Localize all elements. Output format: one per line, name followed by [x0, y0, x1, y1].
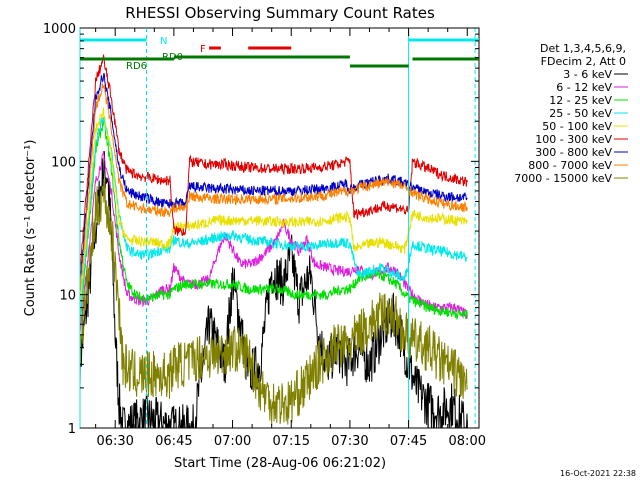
y-tick-label: 10 — [59, 289, 76, 304]
mode-label-n: N — [160, 36, 167, 47]
annotation-layer: N F RD6 RD0 — [79, 28, 479, 428]
series-layer — [79, 54, 468, 429]
x-tick-label: 06:30 — [96, 434, 133, 449]
y-axis-label: Count Rate (s⁻¹ detector⁻¹) — [23, 140, 38, 317]
legend-label: 3 - 6 keV — [563, 68, 612, 81]
legend-label: 7000 - 15000 keV — [514, 172, 612, 185]
y-tick-label: 100 — [51, 155, 76, 170]
series-line-6 — [79, 72, 468, 283]
chart-title: RHESSI Observing Summary Count Rates — [125, 4, 435, 22]
legend-label: 800 - 7000 keV — [528, 159, 612, 172]
series-line-8 — [79, 178, 468, 425]
x-tick-label: 08:00 — [449, 434, 486, 449]
series-line-2 — [79, 119, 468, 325]
legend-label: 12 - 25 keV — [549, 94, 612, 107]
x-tick-label: 07:15 — [273, 434, 310, 449]
x-axis-label: Start Time (28-Aug-06 06:21:02) — [174, 456, 386, 471]
series-line-5 — [79, 54, 468, 270]
legend-label: 6 - 12 keV — [556, 81, 612, 94]
legend-label: 100 - 300 keV — [535, 133, 612, 146]
x-tick-label: 07:00 — [214, 434, 251, 449]
legend: Det 1,3,4,5,6,9,FDecim 2, Att 03 - 6 keV… — [514, 42, 628, 185]
mode-label-f: F — [200, 44, 206, 55]
legend-header: FDecim 2, Att 0 — [541, 55, 626, 68]
series-line-3 — [79, 116, 468, 318]
axes-layer: 06:30 06:45 07:00 07:15 07:30 07:45 08:00 1 10 10… — [43, 22, 486, 449]
series-line-7 — [79, 83, 468, 293]
mode-label-rd6: RD6 — [126, 61, 147, 72]
y-tick-label: 1 — [68, 422, 76, 437]
y-tick-label: 1000 — [43, 22, 76, 37]
legend-header: Det 1,3,4,5,6,9, — [540, 42, 626, 55]
x-tick-label: 06:45 — [155, 434, 192, 449]
legend-label: 300 - 800 keV — [535, 146, 612, 159]
legend-label: 50 - 100 keV — [542, 120, 612, 133]
timestamp: 16-Oct-2021 22:38 — [560, 469, 636, 478]
mode-label-rd0: RD0 — [162, 52, 183, 63]
x-tick-label: 07:45 — [390, 434, 427, 449]
legend-label: 25 - 50 keV — [549, 107, 612, 120]
x-tick-label: 07:30 — [331, 434, 368, 449]
series-line-4 — [79, 107, 468, 305]
